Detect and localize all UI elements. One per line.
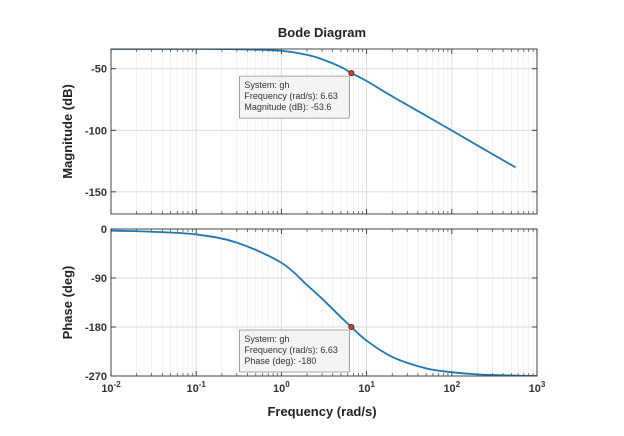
datatip-line: System: gh: [244, 334, 289, 344]
magnitude-y-tick-label: -50: [91, 64, 107, 76]
magnitude-y-tick-label: -100: [85, 125, 107, 137]
phase-series-line: [111, 229, 537, 376]
phase-y-axis-label: Phase (deg): [60, 266, 75, 340]
phase-y-tick-label: -90: [91, 273, 107, 285]
magnitude-axes-box: [110, 48, 538, 215]
magnitude-y-axis-label: Magnitude (dB): [60, 84, 75, 179]
datatip-line: Frequency (rad/s): 6.63: [244, 91, 338, 101]
datatip-box: [238, 75, 350, 119]
phase-panel[interactable]: 0 -90 -180 -270 Phase (deg) System: ghFrequen…: [60, 224, 538, 383]
datatip-line: Magnitude (dB): -53.6: [244, 102, 331, 112]
x-axis-label: Frequency (rad/s): [267, 404, 376, 419]
x-tick-label: 10-2: [101, 380, 121, 395]
x-tick-label: 10-1: [187, 380, 207, 395]
datatip-line: System: gh: [244, 80, 289, 90]
x-tick-label: 102: [443, 380, 460, 395]
x-tick-label: 103: [529, 380, 546, 395]
x-tick-label: 100: [273, 380, 290, 395]
datatip-box: [238, 329, 350, 373]
datatip-line: Phase (deg): -180: [244, 356, 316, 366]
x-tick-label: 101: [358, 380, 375, 395]
phase-y-tick-label: -270: [85, 371, 107, 383]
phase-axes-box: [110, 228, 538, 377]
x-tick-labels: 10-2 10-1 100 101 102 103: [101, 380, 546, 395]
phase-y-tick-label: -180: [85, 322, 107, 334]
phase-y-tick-label: 0: [101, 224, 107, 236]
phase-datatip-marker: [348, 323, 355, 330]
chart-title: Bode Diagram: [278, 25, 366, 40]
magnitude-datatip-marker: [348, 70, 355, 77]
magnitude-plot-area: [111, 49, 537, 214]
magnitude-panel[interactable]: -50 -100 -150 Magnitude (dB) System: ghFrequ…: [60, 48, 538, 215]
magnitude-y-tick-label: -150: [85, 187, 107, 199]
datatip-line: Frequency (rad/s): 6.63: [244, 345, 338, 355]
